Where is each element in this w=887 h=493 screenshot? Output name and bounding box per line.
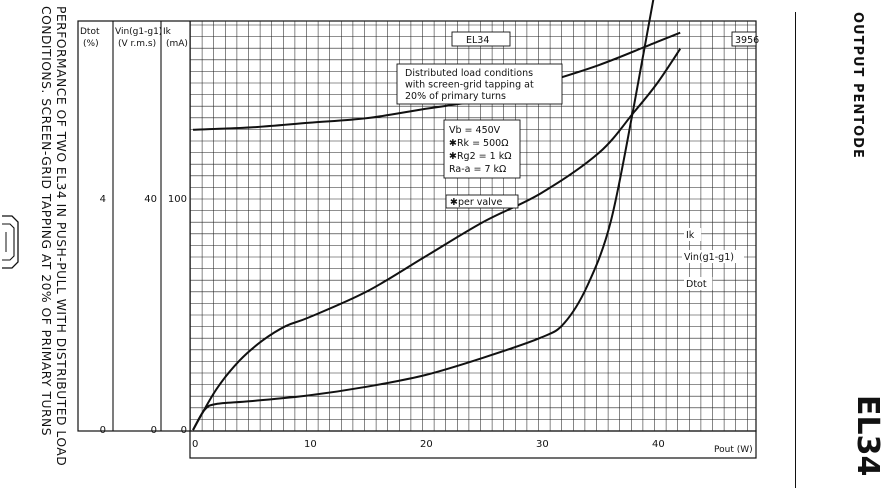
y-axis-unit-dtot: (%)	[83, 39, 99, 49]
figure-caption: PERFORMANCE OF TWO EL34 IN PUSH-PULL WIT…	[2, 0, 72, 493]
series-label-dtot: Dtot	[686, 279, 707, 290]
conditions-line: with screen-grid tapping at	[405, 80, 534, 91]
parameter-line: ✱Rg2 = 1 kΩ	[449, 151, 511, 162]
y-axis-unit-vin: (V r.m.s)	[118, 39, 156, 49]
series-label-ik: Ik	[686, 230, 695, 241]
caption-line-2: CONDITIONS. SCREEN-GRID TAPPING AT 20% O…	[39, 6, 53, 437]
side-model: EL34	[850, 395, 885, 477]
y-axis-label-vin: Vin(g1-g1)	[115, 27, 162, 37]
parameter-line: Vb = 450V	[449, 125, 501, 136]
series-label-vin: Vin(g1-g1)	[684, 252, 734, 263]
figure-number: 3956	[735, 35, 759, 46]
conditions-line: 20% of primary turns	[405, 91, 506, 102]
y-axis-unit-ik: (mA)	[166, 39, 188, 49]
y-axis-label-dtot: Dtot	[80, 27, 100, 37]
x-tick-label: 10	[304, 439, 317, 450]
series-ik-line	[192, 31, 681, 131]
y-tick-label-ik: 0	[181, 425, 187, 436]
x-axis-label: Pout (W)	[714, 445, 753, 455]
chart-grid	[190, 21, 756, 432]
x-tick-label: 0	[192, 439, 198, 450]
series-label-bg	[684, 228, 702, 241]
y-axis-label-ik: Ik	[163, 27, 172, 37]
y-tick-label-dtot: 4	[100, 194, 106, 205]
footnote: ✱per valve	[450, 197, 502, 208]
caption-line-1: PERFORMANCE OF TWO EL34 IN PUSH-PULL WIT…	[54, 6, 68, 467]
chart-labels: Ik Vin(g1-g1) Dtot	[682, 228, 744, 290]
y-tick-label-dtot: 0	[100, 425, 106, 436]
parameter-line: ✱Rk = 500Ω	[449, 138, 508, 149]
conditions-box	[396, 63, 563, 105]
binder-clip-icon	[2, 215, 19, 269]
series-vin-line	[192, 48, 682, 431]
side-title: OUTPUT PENTODE	[850, 12, 865, 159]
type-label-box	[451, 31, 511, 47]
x-tick-label: 20	[420, 439, 433, 450]
conditions-line: Distributed load conditions	[405, 68, 533, 79]
chart-annotations: EL34 3956 Distributed load conditionswith …	[396, 31, 759, 209]
x-axis-band	[189, 430, 757, 459]
chart-series	[192, 0, 682, 431]
series-label-bg	[684, 277, 713, 290]
series-dtot-line	[192, 0, 655, 431]
side-divider	[795, 12, 796, 488]
y-tick-label-vin: 40	[144, 194, 157, 205]
footnote-box	[445, 194, 519, 209]
parameters-box	[443, 119, 521, 179]
y-tick-label-ik: 100	[168, 194, 187, 205]
x-tick-label: 30	[536, 439, 549, 450]
type-label: EL34	[466, 35, 489, 46]
series-label-bg	[682, 250, 744, 263]
figure-number-box	[731, 31, 757, 47]
x-tick-label: 40	[652, 439, 665, 450]
parameter-line: Ra-a = 7 kΩ	[449, 164, 506, 175]
y-tick-label-vin: 0	[151, 425, 157, 436]
